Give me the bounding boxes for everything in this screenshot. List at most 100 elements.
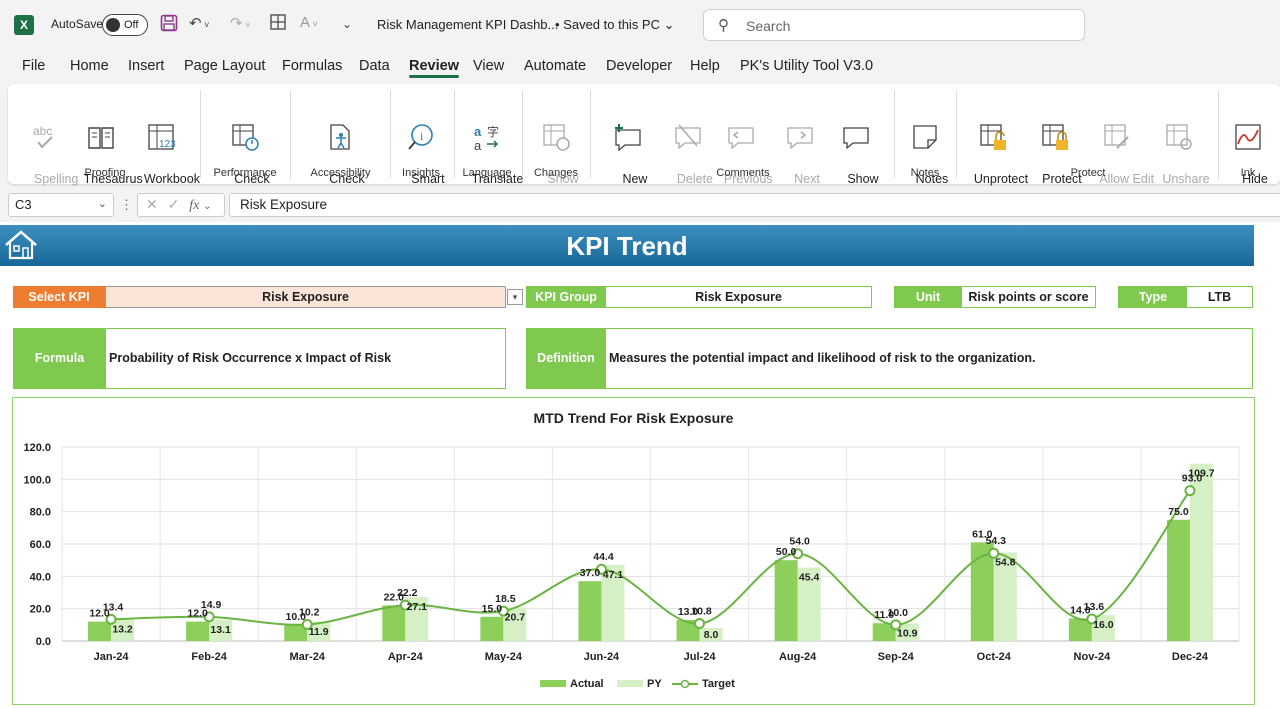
bar-actual bbox=[578, 581, 602, 641]
tab-insert[interactable]: Insert bbox=[128, 58, 165, 74]
formula-label: Formula bbox=[13, 328, 106, 389]
select-kpi-cell[interactable]: Risk Exposure bbox=[105, 286, 506, 308]
autosave-toggle[interactable]: Off bbox=[102, 14, 148, 36]
tab-developer[interactable]: Developer bbox=[606, 58, 673, 74]
more-options-icon[interactable]: ⋮ bbox=[120, 197, 133, 212]
delete-comment-button[interactable]: Delete bbox=[660, 88, 716, 205]
spelling-button[interactable]: abc Spelling bbox=[20, 88, 78, 205]
mtd-trend-chart[interactable]: MTD Trend For Risk Exposure 0.0 20.0 40.0 6… bbox=[12, 397, 1255, 705]
home-icon[interactable] bbox=[3, 229, 39, 261]
notes-icon bbox=[913, 125, 937, 149]
tab-review[interactable]: Review bbox=[409, 58, 459, 78]
tab-help[interactable]: Help bbox=[690, 58, 720, 74]
bar-py bbox=[895, 623, 919, 641]
search-placeholder: Search bbox=[746, 18, 791, 34]
autosave-state: Off bbox=[124, 19, 139, 31]
group-label-protect: Protect bbox=[1070, 167, 1106, 179]
actual-data-label: 22.0 bbox=[384, 591, 405, 603]
svg-text:abc: abc bbox=[33, 124, 52, 138]
actual-data-label: 12.0 bbox=[187, 608, 208, 620]
tab-page-layout[interactable]: Page Layout bbox=[184, 58, 266, 74]
tab-data[interactable]: Data bbox=[359, 58, 390, 74]
tab-pk-utility[interactable]: PK's Utility Tool V3.0 bbox=[740, 58, 874, 74]
py-data-label: 54.8 bbox=[995, 556, 1016, 568]
customize-qat-icon[interactable]: ⌄ bbox=[342, 17, 353, 31]
save-status[interactable]: • Saved to this PC ⌄ bbox=[555, 17, 675, 32]
svg-text:a: a bbox=[474, 124, 482, 139]
group-separator bbox=[454, 90, 455, 178]
tab-view[interactable]: View bbox=[473, 58, 505, 74]
file-name[interactable]: Risk Management KPI Dashb... bbox=[377, 17, 559, 32]
thesaurus-button[interactable]: Thesaurus bbox=[70, 88, 143, 205]
unprotect-sheet-icon bbox=[980, 124, 1006, 150]
actual-data-label: 12.0 bbox=[89, 608, 110, 620]
target-data-label: 10.2 bbox=[299, 607, 320, 619]
undo-icon[interactable]: ↶ ˅ bbox=[189, 15, 210, 32]
x-tick-label: Oct-24 bbox=[977, 651, 1012, 663]
cancel-icon[interactable]: ✕ bbox=[146, 196, 158, 212]
svg-text:a: a bbox=[474, 138, 482, 152]
redo-icon[interactable]: ↷ ˅ bbox=[230, 15, 251, 32]
worksheet[interactable]: KPI Trend Select KPI Risk Exposure ▾ KPI… bbox=[0, 222, 1280, 708]
py-data-label: 13.2 bbox=[112, 624, 133, 636]
x-tick-label: Nov-24 bbox=[1074, 651, 1112, 663]
tab-formulas[interactable]: Formulas bbox=[282, 58, 343, 74]
chevron-down-icon: ⌄ bbox=[203, 201, 212, 212]
type-label: Type bbox=[1118, 286, 1188, 308]
y-tick-label: 80.0 bbox=[30, 507, 51, 519]
search-icon: ⚲ bbox=[718, 17, 729, 34]
y-tick-label: 120.0 bbox=[23, 442, 51, 454]
tab-file[interactable]: File bbox=[22, 58, 46, 74]
x-tick-label: Dec-24 bbox=[1172, 651, 1209, 663]
bar-actual bbox=[88, 621, 112, 641]
group-label-changes: Changes bbox=[533, 167, 579, 179]
definition-value: Measures the potential impact and likeli… bbox=[605, 328, 1253, 389]
target-point bbox=[890, 619, 902, 631]
group-separator bbox=[290, 90, 291, 178]
workbook-statistics-icon: 123 bbox=[148, 124, 176, 150]
legend-actual-label: Actual bbox=[570, 678, 604, 690]
tab-automate[interactable]: Automate bbox=[524, 58, 587, 74]
y-tick-label: 0.0 bbox=[36, 636, 51, 648]
kpi-dropdown-arrow[interactable]: ▾ bbox=[507, 289, 523, 305]
bar-actual bbox=[186, 621, 210, 641]
formula-input[interactable]: Risk Exposure bbox=[229, 193, 1280, 217]
legend-py-label: PY bbox=[647, 678, 662, 690]
check-performance-icon bbox=[232, 124, 259, 151]
show-changes-icon bbox=[543, 124, 570, 151]
svg-text:i: i bbox=[420, 129, 424, 143]
py-data-label: 11.9 bbox=[309, 626, 329, 638]
bar-py bbox=[307, 621, 331, 641]
name-box[interactable]: C3 ⌄ bbox=[8, 193, 114, 217]
target-point bbox=[301, 619, 313, 631]
group-separator bbox=[1218, 90, 1219, 178]
actual-data-label: 50.0 bbox=[776, 546, 797, 558]
enter-icon[interactable]: ✓ bbox=[167, 196, 180, 212]
group-label-notes: Notes bbox=[910, 167, 940, 179]
font-color-icon[interactable]: A ˅ bbox=[300, 14, 318, 31]
target-point bbox=[595, 563, 607, 575]
delete-comment-icon bbox=[675, 124, 701, 150]
ribbon: abc Spelling Thesaurus 123 Workbook Stat… bbox=[8, 84, 1280, 203]
y-tick-label: 20.0 bbox=[30, 604, 51, 616]
py-data-label: 109.7 bbox=[1188, 468, 1214, 480]
legend-py-swatch bbox=[617, 680, 643, 687]
bar-actual bbox=[1166, 519, 1190, 641]
svg-text:123: 123 bbox=[159, 139, 176, 150]
legend-target-label: Target bbox=[702, 678, 735, 690]
y-tick-label: 40.0 bbox=[30, 571, 51, 583]
bar-actual bbox=[676, 619, 700, 641]
save-icon[interactable] bbox=[160, 14, 178, 36]
actual-data-label: 61.0 bbox=[972, 528, 993, 540]
formula-value: Probability of Risk Occurrence x Impact … bbox=[105, 328, 506, 389]
actual-data-label: 37.0 bbox=[580, 567, 601, 579]
select-kpi-label: Select KPI bbox=[13, 286, 105, 308]
borders-icon[interactable] bbox=[270, 14, 286, 34]
insert-function-icon[interactable]: fx bbox=[189, 198, 200, 213]
x-tick-label: Jul-24 bbox=[684, 651, 717, 663]
chevron-down-icon: ⌄ bbox=[97, 198, 107, 210]
tab-home[interactable]: Home bbox=[70, 58, 109, 74]
search-box[interactable]: ⚲ Search bbox=[703, 9, 1085, 41]
type-value: LTB bbox=[1186, 286, 1253, 308]
